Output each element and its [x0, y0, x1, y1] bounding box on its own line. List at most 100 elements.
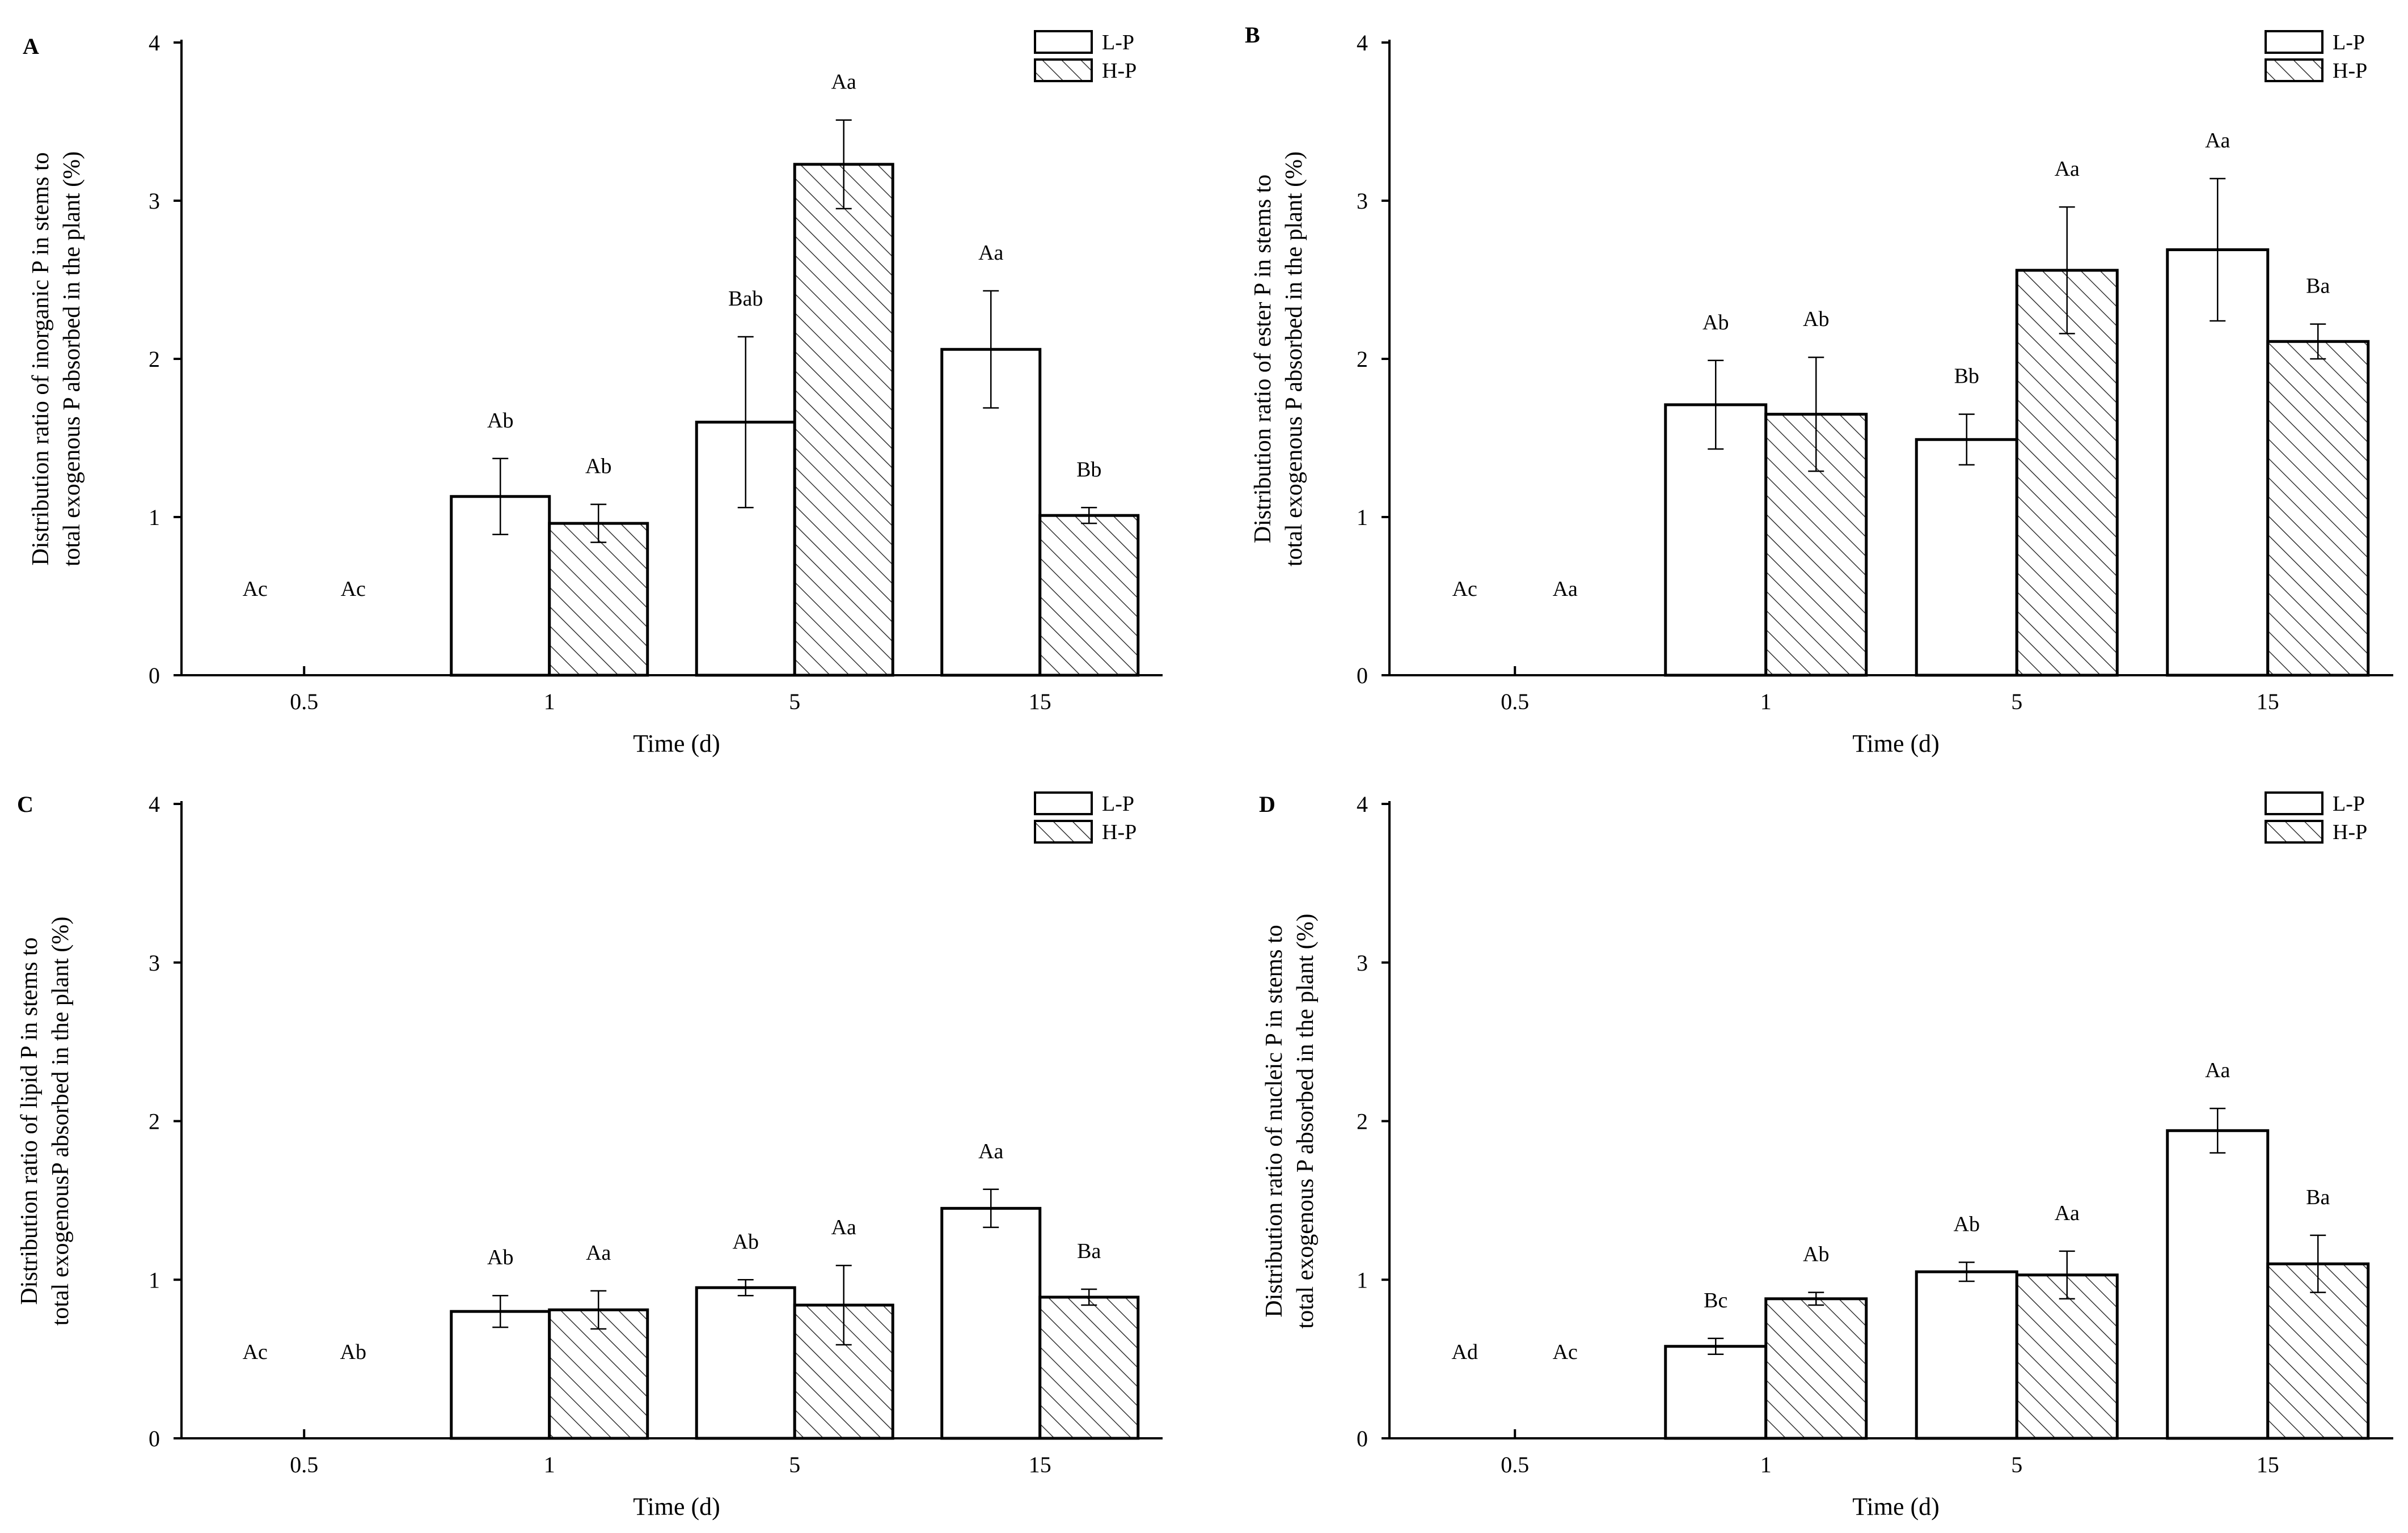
y-tick-label: 2: [1357, 1109, 1368, 1134]
significance-label: Ba: [2306, 274, 2330, 298]
significance-label: Ab: [1803, 1243, 1829, 1267]
x-tick-label: 5: [2011, 689, 2022, 714]
legend: L-P H-P: [1034, 791, 1137, 844]
bar-h-p: [2015, 1273, 2119, 1440]
significance-label: Ab: [340, 1340, 366, 1364]
bar-h-p: [2015, 269, 2119, 677]
significance-label: Ac: [1553, 1340, 1578, 1364]
y-tick-label: 0: [149, 663, 160, 688]
legend-swatch-h-p: [2265, 820, 2323, 844]
y-tick-label: 0: [1357, 1426, 1368, 1451]
x-tick-label: 0.5: [1501, 689, 1529, 714]
significance-label: Bb: [1076, 458, 1101, 481]
significance-label: Ab: [1703, 311, 1729, 334]
x-tick-label: 0.5: [290, 1452, 318, 1477]
y-tick-label: 2: [149, 1109, 160, 1134]
significance-label: Aa: [1553, 577, 1578, 601]
legend-swatch-l-p: [2265, 791, 2323, 815]
x-tick-label: 5: [789, 689, 800, 714]
legend-swatch-l-p: [1034, 791, 1093, 815]
bar-l-p: [2166, 1129, 2270, 1440]
bar-h-p: [1038, 514, 1140, 677]
significance-label: Aa: [978, 241, 1003, 265]
legend-label: H-P: [2333, 59, 2367, 83]
y-axis-title-line: Distribution ratio of lipid P in stems t…: [16, 937, 43, 1305]
legend: L-P H-P: [1034, 30, 1137, 83]
significance-label: Ba: [1077, 1239, 1101, 1263]
x-tick-label: 0.5: [1501, 1452, 1529, 1477]
legend-label: H-P: [1102, 59, 1137, 83]
x-tick-label: 1: [1760, 689, 1772, 714]
y-tick-label: 4: [149, 30, 160, 56]
y-tick-label: 0: [1357, 663, 1368, 688]
significance-label: Ab: [585, 455, 611, 478]
x-tick-label: 0.5: [290, 689, 318, 714]
legend-swatch-h-p: [2265, 58, 2323, 82]
y-tick-label: 1: [149, 1267, 160, 1293]
x-axis-title: Time (d): [633, 1493, 720, 1521]
x-tick-label: 15: [1029, 1452, 1051, 1477]
legend: L-P H-P: [2265, 30, 2367, 83]
significance-label: Ad: [1452, 1340, 1478, 1364]
bar-h-p: [1038, 1295, 1140, 1440]
significance-label: Aa: [2205, 1058, 2230, 1082]
y-tick-label: 4: [1357, 791, 1368, 817]
y-axis-title-line: total exogenous P absorbed in the plant …: [59, 151, 85, 566]
y-tick-label: 3: [149, 188, 160, 214]
bar-h-p: [548, 1308, 649, 1440]
legend-swatch-h-p: [1034, 58, 1093, 82]
y-tick-label: 3: [149, 950, 160, 976]
legend: L-P H-P: [2265, 791, 2367, 844]
significance-label: Ac: [243, 577, 268, 601]
x-axis-title: Time (d): [1852, 1493, 1940, 1521]
y-axis-title-line: Distribution ratio of inorganic P in ste…: [28, 152, 54, 565]
panel-A: A 0 1 2 3 4 Distribution ratio of inorganic P …: [23, 30, 1163, 757]
significance-label: Ab: [1954, 1212, 1980, 1236]
significance-label: Bab: [728, 287, 763, 311]
bar-l-p: [1915, 1270, 2018, 1440]
y-tick-label: 2: [1357, 346, 1368, 372]
significance-label: Aa: [831, 70, 856, 94]
y-axis-title-line: Distribution ratio of ester P in stems t…: [1250, 175, 1276, 544]
y-tick-label: 4: [149, 791, 160, 817]
x-tick-label: 15: [2257, 689, 2279, 714]
bar-l-p: [450, 1310, 551, 1440]
significance-label: Ba: [2306, 1185, 2330, 1209]
y-tick-label: 3: [1357, 188, 1368, 214]
y-axis-title-line: total exogenous P absorbed in the plant …: [1292, 913, 1319, 1328]
y-axis-title-line: Distribution ratio of nucleic P in stems…: [1261, 925, 1287, 1318]
panel-D: D 0 1 2 3 4 Distribution ratio of nucleic P in…: [1259, 791, 2393, 1521]
significance-label: Bc: [1704, 1289, 1727, 1312]
panel-letter: D: [1259, 791, 1275, 817]
significance-label: Ab: [1803, 307, 1829, 331]
significance-label: Bb: [1954, 365, 1979, 388]
x-tick-label: 1: [544, 1452, 555, 1477]
legend-swatch-l-p: [2265, 30, 2323, 54]
legend-swatch-h-p: [1034, 820, 1093, 844]
y-tick-label: 1: [1357, 1267, 1368, 1293]
legend-label: H-P: [1102, 820, 1137, 844]
x-tick-label: 5: [789, 1452, 800, 1477]
significance-label: Ac: [1452, 577, 1477, 601]
legend-swatch-l-p: [1034, 30, 1093, 54]
significance-label: Ab: [487, 409, 513, 433]
significance-label: Ab: [733, 1230, 759, 1253]
legend-label: L-P: [1102, 792, 1134, 816]
legend-label: L-P: [2333, 31, 2365, 54]
significance-label: Aa: [831, 1216, 856, 1239]
x-axis-title: Time (d): [1852, 730, 1940, 757]
legend-label: L-P: [2333, 792, 2365, 816]
bar-l-p: [1664, 403, 1768, 677]
bar-l-p: [940, 1206, 1042, 1440]
panel-letter: C: [17, 791, 33, 817]
significance-label: Ab: [487, 1246, 513, 1269]
bar-l-p: [695, 1286, 796, 1440]
significance-label: Aa: [2205, 129, 2230, 153]
significance-label: Ac: [341, 577, 366, 601]
x-tick-label: 15: [2257, 1452, 2279, 1477]
y-tick-label: 4: [1357, 30, 1368, 56]
significance-label: Aa: [2055, 157, 2080, 181]
legend-label: L-P: [1102, 31, 1134, 54]
y-axis-title-line: total exogenous P absorbed in the plant …: [1281, 151, 1307, 566]
